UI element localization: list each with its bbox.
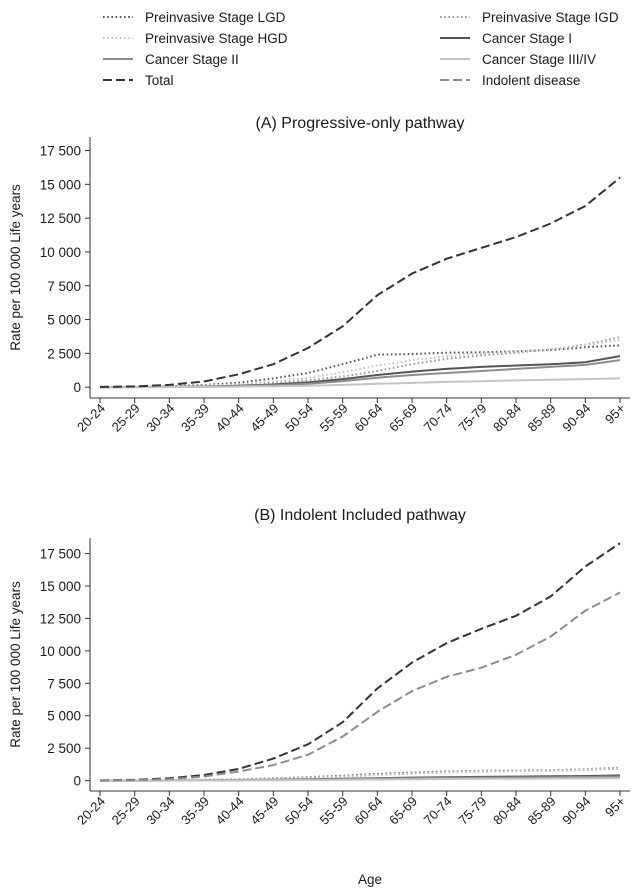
x-tick-label: 50-54 (282, 794, 316, 828)
panel-a: (A) Progressive-only pathway 0 2 500 5 000 7… (8, 115, 630, 435)
x-tick-label: 75-79 (455, 401, 489, 435)
x-tick-label: 85-89 (525, 794, 559, 828)
series-line-cancer-stage-iii-iv (99, 377, 621, 389)
legend-label-preinvasive-stage-hgd: Preinvasive Stage HGD (145, 31, 288, 46)
x-tick-label: 95+ (602, 401, 628, 427)
series-line-preinvasive-stage-igd (99, 336, 621, 389)
x-tick-label: 70-74 (421, 401, 455, 435)
x-tick-label: 20-24 (74, 794, 108, 828)
x-tick-label: 75-79 (455, 794, 489, 828)
panel-b: (B) Indolent Included pathway 0 2 500 5 000… (8, 507, 630, 887)
x-tick-label: 35-39 (178, 401, 212, 435)
x-tick-label: 40-44 (213, 401, 247, 435)
legend-label-cancer-stage-i: Cancer Stage I (482, 31, 572, 46)
y-tick-label: 7 500 (47, 676, 81, 691)
x-tick-label: 95+ (602, 794, 628, 820)
x-tick-label: 50-54 (282, 401, 316, 435)
legend-label-indolent-disease: Indolent disease (482, 73, 580, 88)
x-tick-label: 30-34 (143, 794, 177, 828)
y-tick-label: 5 000 (47, 709, 81, 724)
y-tick-label: 17 500 (40, 547, 81, 562)
x-tick-label: 25-29 (109, 794, 143, 828)
x-tick-label: 90-94 (559, 794, 593, 828)
y-tick-label: 7 500 (47, 279, 81, 294)
x-tick-label: 60-64 (351, 401, 385, 435)
y-tick-label: 17 500 (40, 144, 81, 159)
series-line-total (99, 176, 621, 388)
x-tick-label: 80-84 (490, 794, 524, 828)
series-line-cancer-stage-iii-iv (100, 777, 621, 782)
y-tick-label: 2 500 (47, 741, 81, 756)
y-tick-label: 10 000 (40, 245, 81, 260)
x-tick-label: 55-59 (317, 401, 351, 435)
x-tick-label: 35-39 (178, 794, 212, 828)
x-tick-label: 45-49 (247, 401, 281, 435)
legend-label-cancer-stage-iii-iv: Cancer Stage III/IV (482, 52, 596, 67)
legend-label-preinvasive-stage-lgd: Preinvasive Stage LGD (145, 10, 286, 25)
x-tick-label: 45-49 (247, 794, 281, 828)
series-line-preinvasive-stage-hgd (99, 338, 621, 389)
legend-label-cancer-stage-ii: Cancer Stage II (145, 52, 239, 67)
x-tick-label: 80-84 (490, 401, 524, 435)
legend: Preinvasive Stage LGD Preinvasive Stage I… (103, 10, 619, 88)
y-tick-label: 15 000 (40, 177, 81, 192)
chart-title: (A) Progressive-only pathway (256, 115, 465, 132)
x-tick-label: 55-59 (317, 794, 351, 828)
y-tick-label: 15 000 (40, 579, 81, 594)
y-tick-label: 0 (73, 774, 81, 789)
series-line-preinvasive-stage-hgd (99, 767, 621, 782)
y-tick-label: 2 500 (47, 346, 81, 361)
x-axis-label: Age (358, 872, 382, 887)
series-line-indolent-disease (99, 591, 621, 782)
y-tick-label: 0 (73, 380, 81, 395)
x-tick-label: 90-94 (559, 401, 593, 435)
x-tick-label: 20-24 (74, 401, 108, 435)
y-tick-label: 10 000 (40, 644, 81, 659)
x-tick-label: 25-29 (109, 401, 143, 435)
chart-title: (B) Indolent Included pathway (254, 507, 466, 524)
y-tick-label: 12 500 (40, 211, 81, 226)
x-tick-label: 30-34 (143, 401, 177, 435)
series-line-total (99, 542, 621, 782)
legend-label-preinvasive-stage-igd: Preinvasive Stage IGD (482, 10, 619, 25)
y-tick-label: 12 500 (40, 611, 81, 626)
x-tick-label: 65-69 (386, 401, 420, 435)
x-tick-label: 40-44 (213, 794, 247, 828)
y-axis-label: Rate per 100 000 Life years (8, 184, 23, 351)
x-tick-label: 70-74 (421, 794, 455, 828)
series-line-cancer-stage-i (99, 355, 621, 389)
x-tick-label: 60-64 (351, 794, 385, 828)
x-tick-label: 85-89 (525, 401, 559, 435)
legend-label-total: Total (145, 73, 174, 88)
y-axis-label: Rate per 100 000 Life years (8, 581, 23, 748)
y-tick-label: 5 000 (47, 313, 81, 328)
x-tick-label: 65-69 (386, 794, 420, 828)
